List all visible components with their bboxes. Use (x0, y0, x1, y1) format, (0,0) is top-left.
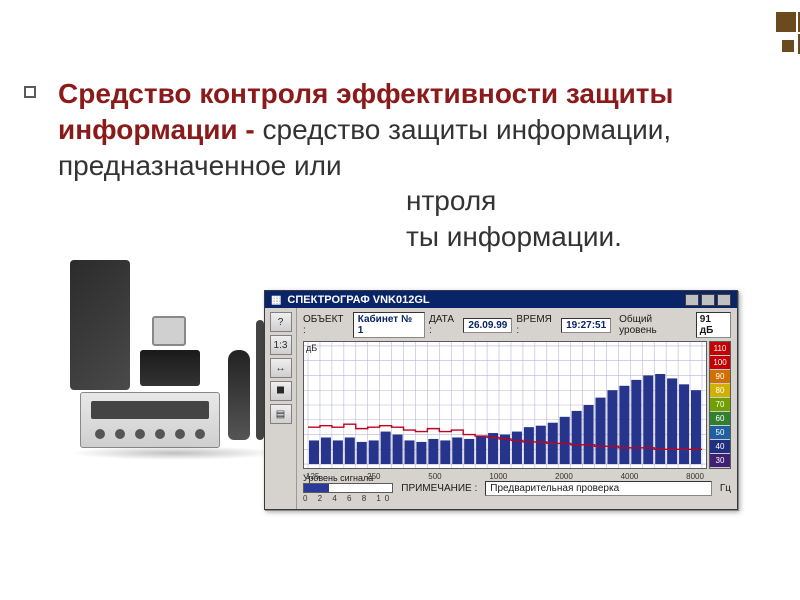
color-legend: 11010090807060504030 (709, 341, 731, 469)
overall-value: 91 дБ (696, 312, 731, 338)
note-label: ПРИМЕЧАНИЕ : (401, 483, 477, 494)
date-label: ДАТА : (429, 314, 459, 336)
bullet-marker (24, 86, 36, 98)
window-title: СПЕКТРОГРАФ VNK012GL (287, 294, 429, 306)
left-toolbar: ? 1:3 ↔ ⯀ ▤ (265, 308, 297, 509)
x-axis-ticks: 1252505001000200040008000 (304, 471, 706, 481)
toolbar-ratio-button[interactable]: 1:3 (270, 335, 292, 355)
x-unit-label: Гц (720, 483, 731, 494)
definition-line2-fragment: нтроля (58, 183, 760, 219)
slide-body: Средство контроля эффективности защиты и… (58, 76, 760, 255)
time-value: 19:27:51 (561, 318, 611, 333)
window-titlebar[interactable]: ▦ СПЕКТРОГРАФ VNK012GL (265, 291, 737, 308)
toolbar-mode-button[interactable]: ⯀ (270, 381, 292, 401)
term-dash: - (238, 114, 263, 145)
spectrograph-window: ▦ СПЕКТРОГРАФ VNK012GL ? 1:3 ↔ ⯀ ▤ ОБЪЕК… (264, 290, 738, 510)
time-label: ВРЕМЯ : (516, 314, 557, 336)
meta-row: ОБЪЕКТ : Кабинет № 1 ДАТА : 26.09.99 ВРЕ… (303, 312, 731, 338)
minimize-button[interactable] (685, 294, 699, 306)
small-device (152, 316, 186, 346)
toolbar-span-button[interactable]: ↔ (270, 358, 292, 378)
sound-meter (228, 350, 250, 440)
close-button[interactable] (717, 294, 731, 306)
main-analyzer-unit (80, 392, 220, 448)
y-unit-label: дБ (306, 343, 317, 353)
object-label: ОБЪЕКТ : (303, 314, 349, 336)
date-value: 26.09.99 (463, 318, 512, 333)
overall-label: Общий уровень (619, 314, 692, 336)
toolbar-help-button[interactable]: ? (270, 312, 292, 332)
probe-antenna (256, 320, 264, 440)
speaker-box (70, 260, 130, 390)
definition-line3-fragment: ты информации. (58, 219, 760, 255)
signal-scale: 0 2 4 6 8 10 (303, 494, 393, 503)
object-value: Кабинет № 1 (353, 312, 425, 338)
note-value: Предварительная проверка (485, 481, 712, 496)
toolbar-grid-button[interactable]: ▤ (270, 404, 292, 424)
black-box (140, 350, 200, 386)
signal-level-bar (303, 483, 393, 493)
maximize-button[interactable] (701, 294, 715, 306)
definition-paragraph: Средство контроля эффективности защиты и… (58, 76, 760, 183)
spectrum-chart: дБ 1252505001000200040008000 (303, 341, 707, 469)
app-icon: ▦ (271, 293, 281, 306)
